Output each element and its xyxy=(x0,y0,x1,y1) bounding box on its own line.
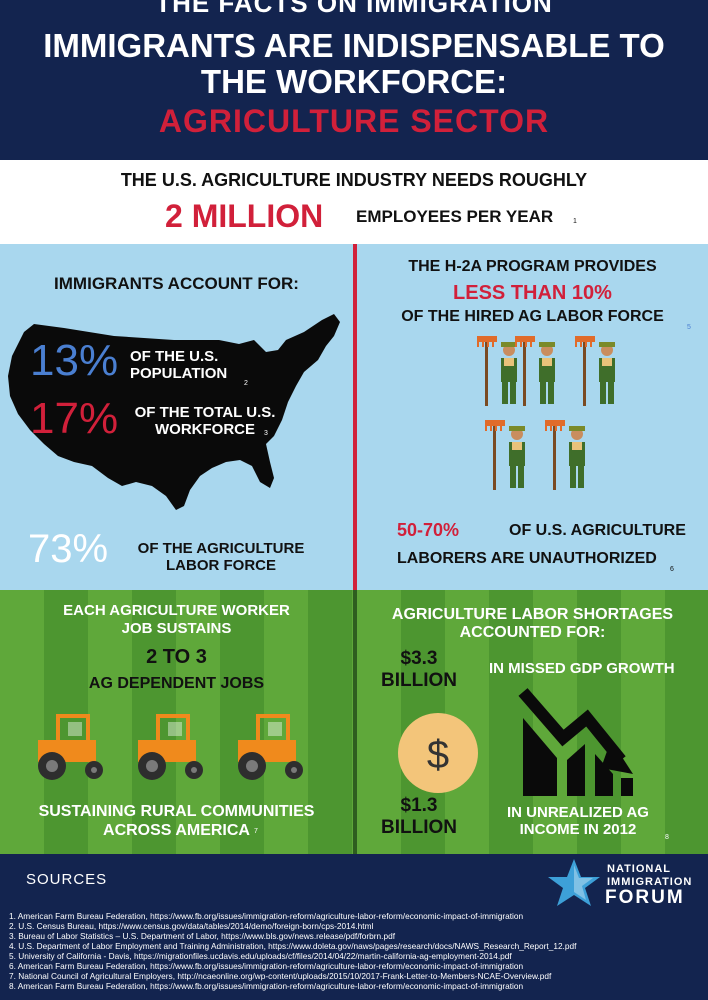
unauthorized-label-line-2: LABORERS ARE UNAUTHORIZED xyxy=(397,550,657,567)
rural-text: SUSTAINING RURAL COMMUNITIES ACROSS AMER… xyxy=(0,802,353,840)
jobs-ref: 7 xyxy=(254,828,258,835)
h2a-line-1: THE H-2A PROGRAM PROVIDES xyxy=(408,258,657,275)
gdp-amount: $3.3 BILLION xyxy=(381,648,457,692)
downward-trend-arrow-icon xyxy=(518,688,633,796)
logo-line-3: FORUM xyxy=(605,887,685,908)
workforce-label: OF THE TOTAL U.S. WORKFORCE xyxy=(130,404,280,438)
header: THE FACTS ON IMMIGRATION IMMIGRANTS ARE … xyxy=(0,0,708,160)
jobs-panel: EACH AGRICULTURE WORKER JOB SUSTAINS 2 T… xyxy=(0,590,353,854)
gdp-amount-value: $3.3 xyxy=(400,648,438,669)
population-label-line-2: POPULATION xyxy=(130,365,228,382)
population-ref: 2 xyxy=(244,380,248,387)
farm-worker-icon xyxy=(485,420,525,490)
income-amount-unit: BILLION xyxy=(381,817,457,838)
page-title: IMMIGRANTS ARE INDISPENSABLE TO THE WORK… xyxy=(0,28,708,100)
ag-labor-label-line-1: OF THE AGRICULTURE xyxy=(137,540,305,557)
star-logo-icon xyxy=(548,859,600,906)
population-label-line-1: OF THE U.S. xyxy=(130,348,219,365)
sector-title: AGRICULTURE SECTOR xyxy=(158,103,550,139)
shortages-ref: 8 xyxy=(665,834,669,841)
jobs-value-label: AG DEPENDENT JOBS xyxy=(88,675,265,692)
farm-worker-icon xyxy=(515,336,555,406)
h2a-panel: THE H-2A PROGRAM PROVIDES LESS THAN 10% … xyxy=(357,244,708,590)
jobs-title: EACH AGRICULTURE WORKER JOB SUSTAINS xyxy=(0,602,353,638)
unauthorized-ref: 6 xyxy=(670,566,674,573)
green-panel-divider xyxy=(353,590,357,854)
jobs-title-line-1: EACH AGRICULTURE WORKER xyxy=(63,602,290,619)
income-label-line-1: IN UNREALIZED AG xyxy=(507,804,649,821)
need-line-2: EMPLOYEES PER YEAR xyxy=(356,207,554,226)
source-item: 3. Bureau of Labor Statistics – U.S. Dep… xyxy=(9,931,396,941)
source-item: 2. U.S. Census Bureau, https://www.censu… xyxy=(9,921,374,931)
tractor-icon xyxy=(236,714,305,782)
sources-list: 1. American Farm Bureau Federation, http… xyxy=(9,911,708,991)
shortages-title-line-2: ACCOUNTED FOR: xyxy=(459,624,606,641)
shortages-panel: AGRICULTURE LABOR SHORTAGES ACCOUNTED FO… xyxy=(357,590,708,854)
h2a-ref: 5 xyxy=(687,324,691,331)
panel-divider xyxy=(353,244,357,590)
farm-worker-icon xyxy=(477,336,517,406)
rural-line-1: SUSTAINING RURAL COMMUNITIES xyxy=(38,803,315,820)
logo-line-2: IMMIGRATION xyxy=(607,876,693,888)
workforce-label-line-1: OF THE TOTAL U.S. xyxy=(134,404,276,421)
shortages-title-line-1: AGRICULTURE LABOR SHORTAGES xyxy=(391,606,674,623)
shortages-title: AGRICULTURE LABOR SHORTAGES ACCOUNTED FO… xyxy=(357,606,708,642)
workforce-label-line-2: WORKFORCE xyxy=(155,421,255,438)
jobs-value: 2 TO 3 xyxy=(146,646,207,668)
header-cut-line: THE FACTS ON IMMIGRATION xyxy=(155,0,553,18)
unauthorized-percent: 50-70% xyxy=(397,520,460,540)
tractors-group xyxy=(36,714,305,782)
unauthorized-label-line-1: OF U.S. AGRICULTURE xyxy=(509,522,686,539)
need-section: THE U.S. AGRICULTURE INDUSTRY NEEDS ROUG… xyxy=(0,160,708,244)
source-item: 1. American Farm Bureau Federation, http… xyxy=(9,911,524,921)
income-amount: $1.3 BILLION xyxy=(381,795,457,839)
title-line-2: THE WORKFORCE: xyxy=(200,63,508,100)
source-item: 5. University of California - Davis, htt… xyxy=(9,951,512,961)
logo-line-1: NATIONAL xyxy=(607,863,672,875)
dollar-coin-icon: $ xyxy=(398,713,478,793)
usa-map-icon xyxy=(8,314,340,510)
need-ref: 1 xyxy=(573,218,577,225)
ag-labor-percent: 73% xyxy=(28,527,109,571)
workforce-percent: 17% xyxy=(30,394,119,443)
source-item: 8. American Farm Bureau Federation, http… xyxy=(9,981,524,991)
immigrants-panel: IMMIGRANTS ACCOUNT FOR: 13% OF THE U.S. … xyxy=(0,244,353,590)
income-label-line-2: INCOME IN 2012 xyxy=(519,821,637,838)
h2a-line-3: OF THE HIRED AG LABOR FORCE xyxy=(401,308,664,325)
need-line-1: THE U.S. AGRICULTURE INDUSTRY NEEDS ROUG… xyxy=(120,170,588,190)
title-line-1: IMMIGRANTS ARE INDISPENSABLE TO xyxy=(43,27,665,64)
gdp-label: IN MISSED GDP GROWTH xyxy=(489,660,675,677)
farm-worker-icon xyxy=(575,336,615,406)
source-item: 7. National Council of Agricultural Empl… xyxy=(9,971,552,981)
source-item: 6. American Farm Bureau Federation, http… xyxy=(9,961,524,971)
source-item: 4. U.S. Department of Labor Employment a… xyxy=(9,941,577,951)
population-label: OF THE U.S. POPULATION xyxy=(130,348,227,382)
immigrants-title: IMMIGRANTS ACCOUNT FOR: xyxy=(54,274,299,293)
gdp-amount-unit: BILLION xyxy=(381,670,457,691)
ag-labor-label-line-2: LABOR FORCE xyxy=(166,557,276,574)
income-label: IN UNREALIZED AG INCOME IN 2012 xyxy=(507,804,649,838)
population-percent: 13% xyxy=(30,336,119,385)
sources-title: SOURCES xyxy=(26,871,108,888)
tractor-icon xyxy=(36,714,105,782)
need-big-number: 2 MILLION xyxy=(165,198,324,234)
farm-worker-icon xyxy=(545,420,585,490)
tractor-icon xyxy=(136,714,205,782)
sources-section: SOURCES NATIONAL IMMIGRATION FORUM 1. Am… xyxy=(0,854,708,1000)
income-amount-value: $1.3 xyxy=(400,795,438,816)
farm-workers-group xyxy=(477,336,615,490)
rural-line-2: ACROSS AMERICA xyxy=(103,822,250,839)
h2a-percent: LESS THAN 10% xyxy=(453,282,612,304)
ag-labor-label: OF THE AGRICULTURE LABOR FORCE xyxy=(128,540,314,574)
coin-symbol: $ xyxy=(427,733,449,777)
jobs-title-line-2: JOB SUSTAINS xyxy=(121,620,232,637)
workforce-ref: 3 xyxy=(264,430,268,437)
